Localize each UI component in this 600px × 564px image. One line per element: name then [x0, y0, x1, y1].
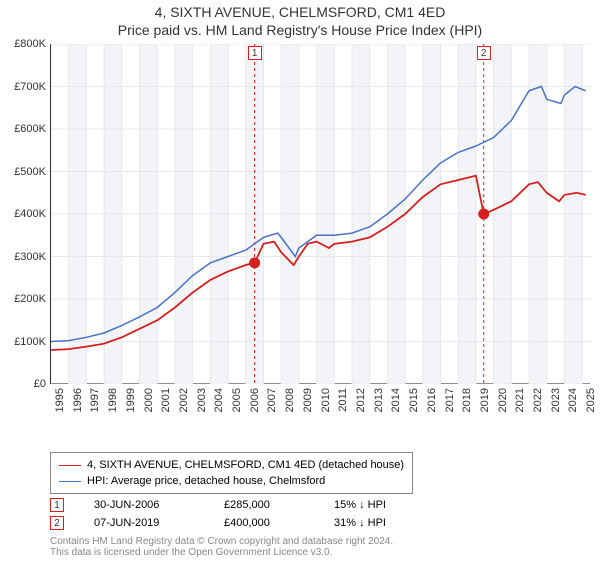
event-date: 07-JUN-2019: [94, 517, 194, 529]
x-tick-label: 2014: [390, 388, 402, 412]
y-tick-label: £0: [0, 378, 46, 390]
x-tick-label: 2020: [497, 388, 509, 412]
x-tick-label: 2012: [355, 388, 367, 412]
x-tick-label: 1997: [89, 388, 101, 412]
disclaimer: Contains HM Land Registry data © Crown c…: [50, 536, 393, 558]
x-tick-label: 2002: [178, 388, 190, 412]
x-tick-label: 2007: [266, 388, 278, 412]
y-tick-label: £300K: [0, 251, 46, 263]
legend: 4, SIXTH AVENUE, CHELMSFORD, CM1 4ED (de…: [50, 452, 413, 494]
x-tick-label: 2023: [550, 388, 562, 412]
legend-label: HPI: Average price, detached house, Chel…: [87, 475, 325, 487]
x-tick-label: 1998: [107, 388, 119, 412]
y-tick-label: £600K: [0, 123, 46, 135]
title-line1: 4, SIXTH AVENUE, CHELMSFORD, CM1 4ED: [0, 4, 600, 20]
x-tick-label: 2003: [196, 388, 208, 412]
x-tick-label: 2017: [444, 388, 456, 412]
event-price: £285,000: [224, 499, 304, 511]
event-pct: 31% ↓ HPI: [334, 517, 386, 529]
y-tick-label: £100K: [0, 336, 46, 348]
x-tick-label: 2011: [337, 388, 349, 412]
x-tick-label: 2013: [373, 388, 385, 412]
x-tick-label: 2016: [426, 388, 438, 412]
x-tick-label: 1996: [72, 388, 84, 412]
disclaimer-line2: This data is licensed under the Open Gov…: [50, 547, 393, 558]
y-tick-label: £700K: [0, 81, 46, 93]
x-tick-label: 1999: [125, 388, 137, 412]
event-marker-box: 2: [477, 46, 491, 60]
event-date: 30-JUN-2006: [94, 499, 194, 511]
x-tick-label: 2008: [284, 388, 296, 412]
legend-swatch: [59, 481, 81, 482]
x-tick-label: 2006: [249, 388, 261, 412]
x-tick-label: 2009: [302, 388, 314, 412]
y-tick-label: £200K: [0, 293, 46, 305]
x-tick-label: 2000: [143, 388, 155, 412]
legend-swatch: [59, 465, 81, 466]
event-marker-box: 1: [248, 46, 262, 60]
x-tick-label: 2021: [514, 388, 526, 412]
legend-label: 4, SIXTH AVENUE, CHELMSFORD, CM1 4ED (de…: [87, 459, 404, 471]
events-table: 1 30-JUN-2006 £285,000 15% ↓ HPI 2 07-JUN-201…: [50, 496, 386, 532]
event-row: 1 30-JUN-2006 £285,000 15% ↓ HPI: [50, 496, 386, 514]
disclaimer-line1: Contains HM Land Registry data © Crown c…: [50, 536, 393, 547]
x-tick-label: 2025: [585, 388, 597, 412]
x-axis-labels: 1995 1996 1997 1998 1999 2000 2001 2002 2003 2004…: [50, 386, 590, 426]
x-tick-label: 2018: [461, 388, 473, 412]
y-axis-labels: £0£100K£200K£300K£400K£500K£600K£700K£80…: [0, 44, 48, 384]
x-tick-label: 2024: [567, 388, 579, 412]
y-tick-label: £800K: [0, 38, 46, 50]
x-tick-label: 2022: [532, 388, 544, 412]
x-tick-label: 1995: [54, 388, 66, 412]
x-tick-label: 2004: [213, 388, 225, 412]
x-tick-label: 2005: [231, 388, 243, 412]
title-line2: Price paid vs. HM Land Registry's House …: [0, 22, 600, 38]
event-number-box: 2: [50, 516, 64, 530]
chart-container: 4, SIXTH AVENUE, CHELMSFORD, CM1 4ED Pri…: [0, 4, 600, 564]
x-tick-label: 2015: [408, 388, 420, 412]
x-tick-label: 2019: [479, 388, 491, 412]
x-tick-label: 2010: [320, 388, 332, 412]
legend-row: 4, SIXTH AVENUE, CHELMSFORD, CM1 4ED (de…: [59, 457, 404, 473]
chart-area: £0£100K£200K£300K£400K£500K£600K£700K£80…: [50, 44, 590, 404]
plot-region: 12: [50, 44, 590, 384]
legend-row: HPI: Average price, detached house, Chel…: [59, 473, 404, 489]
plot-svg: [51, 44, 591, 384]
x-tick-label: 2001: [160, 388, 172, 412]
event-pct: 15% ↓ HPI: [334, 499, 386, 511]
event-row: 2 07-JUN-2019 £400,000 31% ↓ HPI: [50, 514, 386, 532]
y-tick-label: £500K: [0, 166, 46, 178]
event-price: £400,000: [224, 517, 304, 529]
y-tick-label: £400K: [0, 208, 46, 220]
event-number-box: 1: [50, 498, 64, 512]
